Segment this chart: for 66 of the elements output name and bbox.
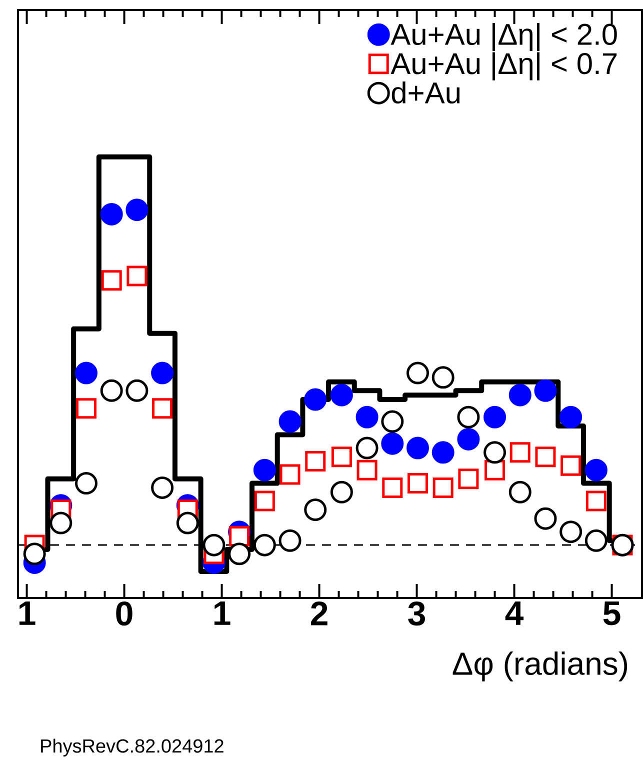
point — [560, 520, 582, 544]
legend-label: d+Au — [392, 81, 460, 104]
x-axis-title: Δφ (radians) — [452, 652, 628, 682]
point — [356, 436, 378, 460]
point — [381, 432, 404, 455]
point — [458, 468, 479, 490]
point — [126, 379, 148, 402]
x-tick-label: 4 — [505, 602, 524, 625]
point — [535, 446, 556, 468]
point — [278, 410, 302, 433]
point — [100, 202, 123, 226]
point — [586, 490, 606, 512]
point — [152, 398, 173, 419]
text: PhysRevC.82.024912 — [41, 738, 224, 756]
point — [253, 458, 276, 482]
point — [534, 507, 557, 530]
point — [50, 512, 72, 534]
point — [330, 480, 353, 504]
point — [100, 379, 123, 402]
point — [406, 362, 429, 384]
point — [228, 542, 251, 566]
x-tick-label: 2 — [310, 602, 328, 626]
legend-label: Au+Au |Δη| < 2.0 — [390, 23, 617, 52]
point — [534, 379, 557, 402]
point — [484, 406, 506, 428]
point — [432, 366, 454, 389]
point — [75, 362, 98, 384]
legend-label: Au+Au |Δη| < 0.7 — [390, 52, 617, 80]
point — [229, 526, 250, 546]
point — [381, 410, 404, 433]
point — [331, 446, 352, 468]
point — [75, 472, 98, 495]
point — [560, 455, 582, 476]
x-tick-label: 5 — [603, 602, 620, 626]
point — [330, 384, 353, 406]
point — [432, 441, 454, 464]
point — [176, 512, 199, 534]
point — [254, 490, 275, 512]
point — [202, 534, 226, 556]
point — [406, 436, 429, 460]
point — [510, 442, 530, 463]
point — [23, 542, 46, 566]
x-tick-label: 3 — [408, 602, 425, 626]
point — [304, 498, 327, 522]
point — [151, 476, 174, 499]
point — [356, 406, 378, 428]
point — [126, 266, 148, 286]
point — [126, 198, 148, 222]
point — [508, 384, 532, 406]
point — [457, 428, 480, 450]
point — [151, 362, 174, 384]
point — [584, 458, 608, 482]
x-tick-label: 0 — [116, 602, 132, 626]
point — [304, 388, 327, 411]
x-tick-label: 1 — [214, 602, 230, 625]
point — [457, 406, 480, 428]
x-tick-label: 1 — [19, 602, 36, 625]
point — [356, 460, 378, 480]
point — [560, 406, 582, 428]
point — [584, 529, 608, 552]
point — [253, 534, 276, 556]
point — [508, 480, 532, 504]
point — [101, 270, 122, 291]
point — [280, 464, 300, 485]
point — [484, 441, 506, 464]
point — [278, 529, 302, 552]
